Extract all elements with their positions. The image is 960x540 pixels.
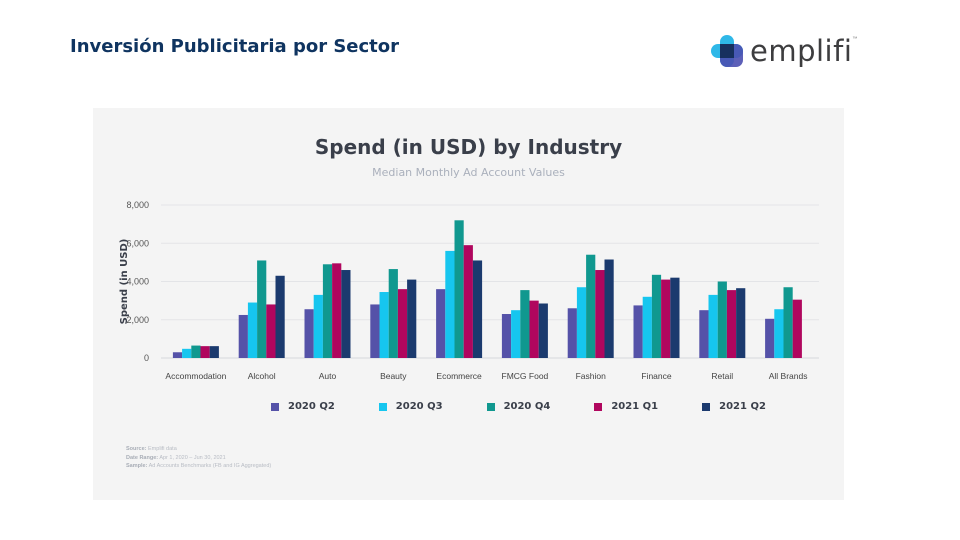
bar-2021-q2 bbox=[407, 279, 417, 358]
legend-swatch bbox=[486, 402, 495, 411]
bar-2020-q3 bbox=[576, 287, 587, 358]
bar-2020-q2 bbox=[172, 352, 183, 358]
bar-2020-q3 bbox=[774, 309, 784, 358]
bar-2021-q1 bbox=[463, 245, 473, 358]
chart-subtitle: Median Monthly Ad Account Values bbox=[372, 166, 565, 179]
bar-2021-q1 bbox=[266, 304, 276, 358]
bar-2020-q4 bbox=[651, 274, 662, 358]
bar-2021-q1 bbox=[200, 346, 210, 358]
y-axis-label: Spend (in USD) bbox=[119, 239, 130, 325]
bar-2020-q2 bbox=[436, 289, 446, 358]
bar-2020-q3 bbox=[379, 292, 389, 358]
bar-2020-q2 bbox=[238, 314, 248, 358]
bar-2020-q3 bbox=[708, 294, 718, 358]
x-tick-label: Ecommerce bbox=[436, 371, 482, 381]
bar-2020-q3 bbox=[445, 250, 455, 358]
x-tick-label: Finance bbox=[641, 371, 672, 381]
bar-2020-q2 bbox=[304, 309, 314, 358]
emplifi-logo-icon bbox=[711, 35, 743, 67]
bar-2021-q1 bbox=[332, 263, 342, 358]
legend-label: 2020 Q2 bbox=[288, 401, 335, 412]
emplifi-logo: emplifi ™ bbox=[710, 34, 857, 68]
bar-2020-q3 bbox=[313, 294, 323, 358]
bar-2021-q1 bbox=[397, 289, 408, 358]
legend-item: 2020 Q2 bbox=[271, 401, 335, 412]
chart-panel: Spend (in USD) by Industry Median Monthl… bbox=[93, 108, 844, 500]
bar-2020-q3 bbox=[642, 296, 652, 358]
legend-item: 2020 Q3 bbox=[378, 401, 443, 412]
legend-swatch bbox=[271, 402, 279, 411]
bar-2021-q2 bbox=[472, 260, 483, 358]
legend-label: 2021 Q1 bbox=[611, 401, 659, 412]
legend-label: 2020 Q4 bbox=[503, 401, 551, 412]
x-tick-label: FMCG Food bbox=[502, 371, 549, 381]
bar-2020-q2 bbox=[699, 310, 709, 358]
legend-item: 2021 Q1 bbox=[594, 401, 658, 412]
legend-label: 2021 Q2 bbox=[719, 401, 766, 412]
bar-2021-q2 bbox=[604, 259, 614, 358]
logo-wordmark: emplifi bbox=[750, 33, 853, 68]
bar-2020-q3 bbox=[182, 348, 192, 358]
bar-2020-q2 bbox=[633, 305, 643, 358]
bar-2021-q1 bbox=[726, 290, 737, 358]
y-tick-label: 0 bbox=[144, 353, 149, 363]
bar-2020-q4 bbox=[388, 269, 398, 358]
bar-2020-q2 bbox=[765, 318, 775, 358]
y-tick-label: 8,000 bbox=[126, 200, 149, 210]
legend-item: 2021 Q2 bbox=[702, 401, 766, 412]
bar-2020-q4 bbox=[191, 345, 201, 358]
bar-2021-q2 bbox=[736, 288, 746, 358]
bar-2020-q4 bbox=[717, 281, 727, 358]
x-tick-label: All Brands bbox=[769, 371, 808, 381]
y-tick-label: 4,000 bbox=[126, 277, 149, 287]
bar-2020-q3 bbox=[511, 310, 521, 358]
bar-2020-q2 bbox=[501, 314, 512, 358]
bar-2020-q4 bbox=[783, 287, 793, 358]
bar-2021-q2 bbox=[538, 303, 548, 358]
bar-2020-q4 bbox=[520, 290, 530, 358]
bar-chart: 0 2,000 4,000 6,000 8,000 Spend (in USD) Accom… bbox=[119, 200, 819, 381]
y-tick-label: 6,000 bbox=[126, 238, 149, 248]
note-date-range: Date Range: Apr 1, 2020 – Jun 30, 2021 bbox=[126, 454, 226, 461]
bar-2020-q2 bbox=[567, 308, 577, 358]
bar-2020-q3 bbox=[247, 302, 258, 358]
bar-2021-q1 bbox=[529, 300, 539, 358]
chart-title: Spend (in USD) by Industry bbox=[314, 135, 623, 159]
bar-2021-q2 bbox=[209, 346, 219, 358]
bar-2020-q4 bbox=[257, 260, 267, 358]
legend-label: 2020 Q3 bbox=[395, 401, 443, 412]
chart-legend: 2020 Q2 2020 Q3 2020 Q4 2021 Q1 2021 Q2 bbox=[271, 401, 810, 412]
x-tick-label: Retail bbox=[711, 371, 733, 381]
legend-swatch bbox=[594, 402, 603, 411]
x-tick-label: Fashion bbox=[576, 371, 607, 381]
y-tick-label: 2,000 bbox=[126, 315, 149, 325]
legend-swatch bbox=[702, 402, 711, 411]
bar-2021-q2 bbox=[670, 277, 680, 358]
bar-2020-q4 bbox=[454, 220, 464, 358]
legend-item: 2020 Q4 bbox=[486, 401, 551, 412]
bar-2021-q1 bbox=[595, 270, 605, 358]
bar-2021-q1 bbox=[792, 299, 802, 358]
note-source: Source: Emplifi data bbox=[126, 446, 177, 452]
note-sample: Sample: Ad Accounts Benchmarks (FB and I… bbox=[126, 463, 272, 469]
x-tick-label: Accommodation bbox=[165, 371, 226, 381]
bar-2020-q4 bbox=[586, 254, 596, 358]
bar-2021-q2 bbox=[341, 270, 351, 358]
bar-2021-q1 bbox=[661, 279, 671, 358]
bar-2021-q2 bbox=[275, 275, 285, 358]
legend-swatch bbox=[378, 402, 387, 411]
x-tick-label: Auto bbox=[319, 371, 337, 381]
bar-2020-q2 bbox=[370, 304, 380, 358]
logo-trademark: ™ bbox=[852, 36, 858, 42]
x-tick-label: Beauty bbox=[380, 371, 407, 381]
slide-title: Inversión Publicitaria por Sector bbox=[70, 36, 400, 57]
x-tick-label: Alcohol bbox=[248, 371, 276, 381]
chart-notes: Source: Emplifi data Date Range: Apr 1, … bbox=[126, 445, 271, 471]
bar-2020-q4 bbox=[322, 264, 333, 358]
